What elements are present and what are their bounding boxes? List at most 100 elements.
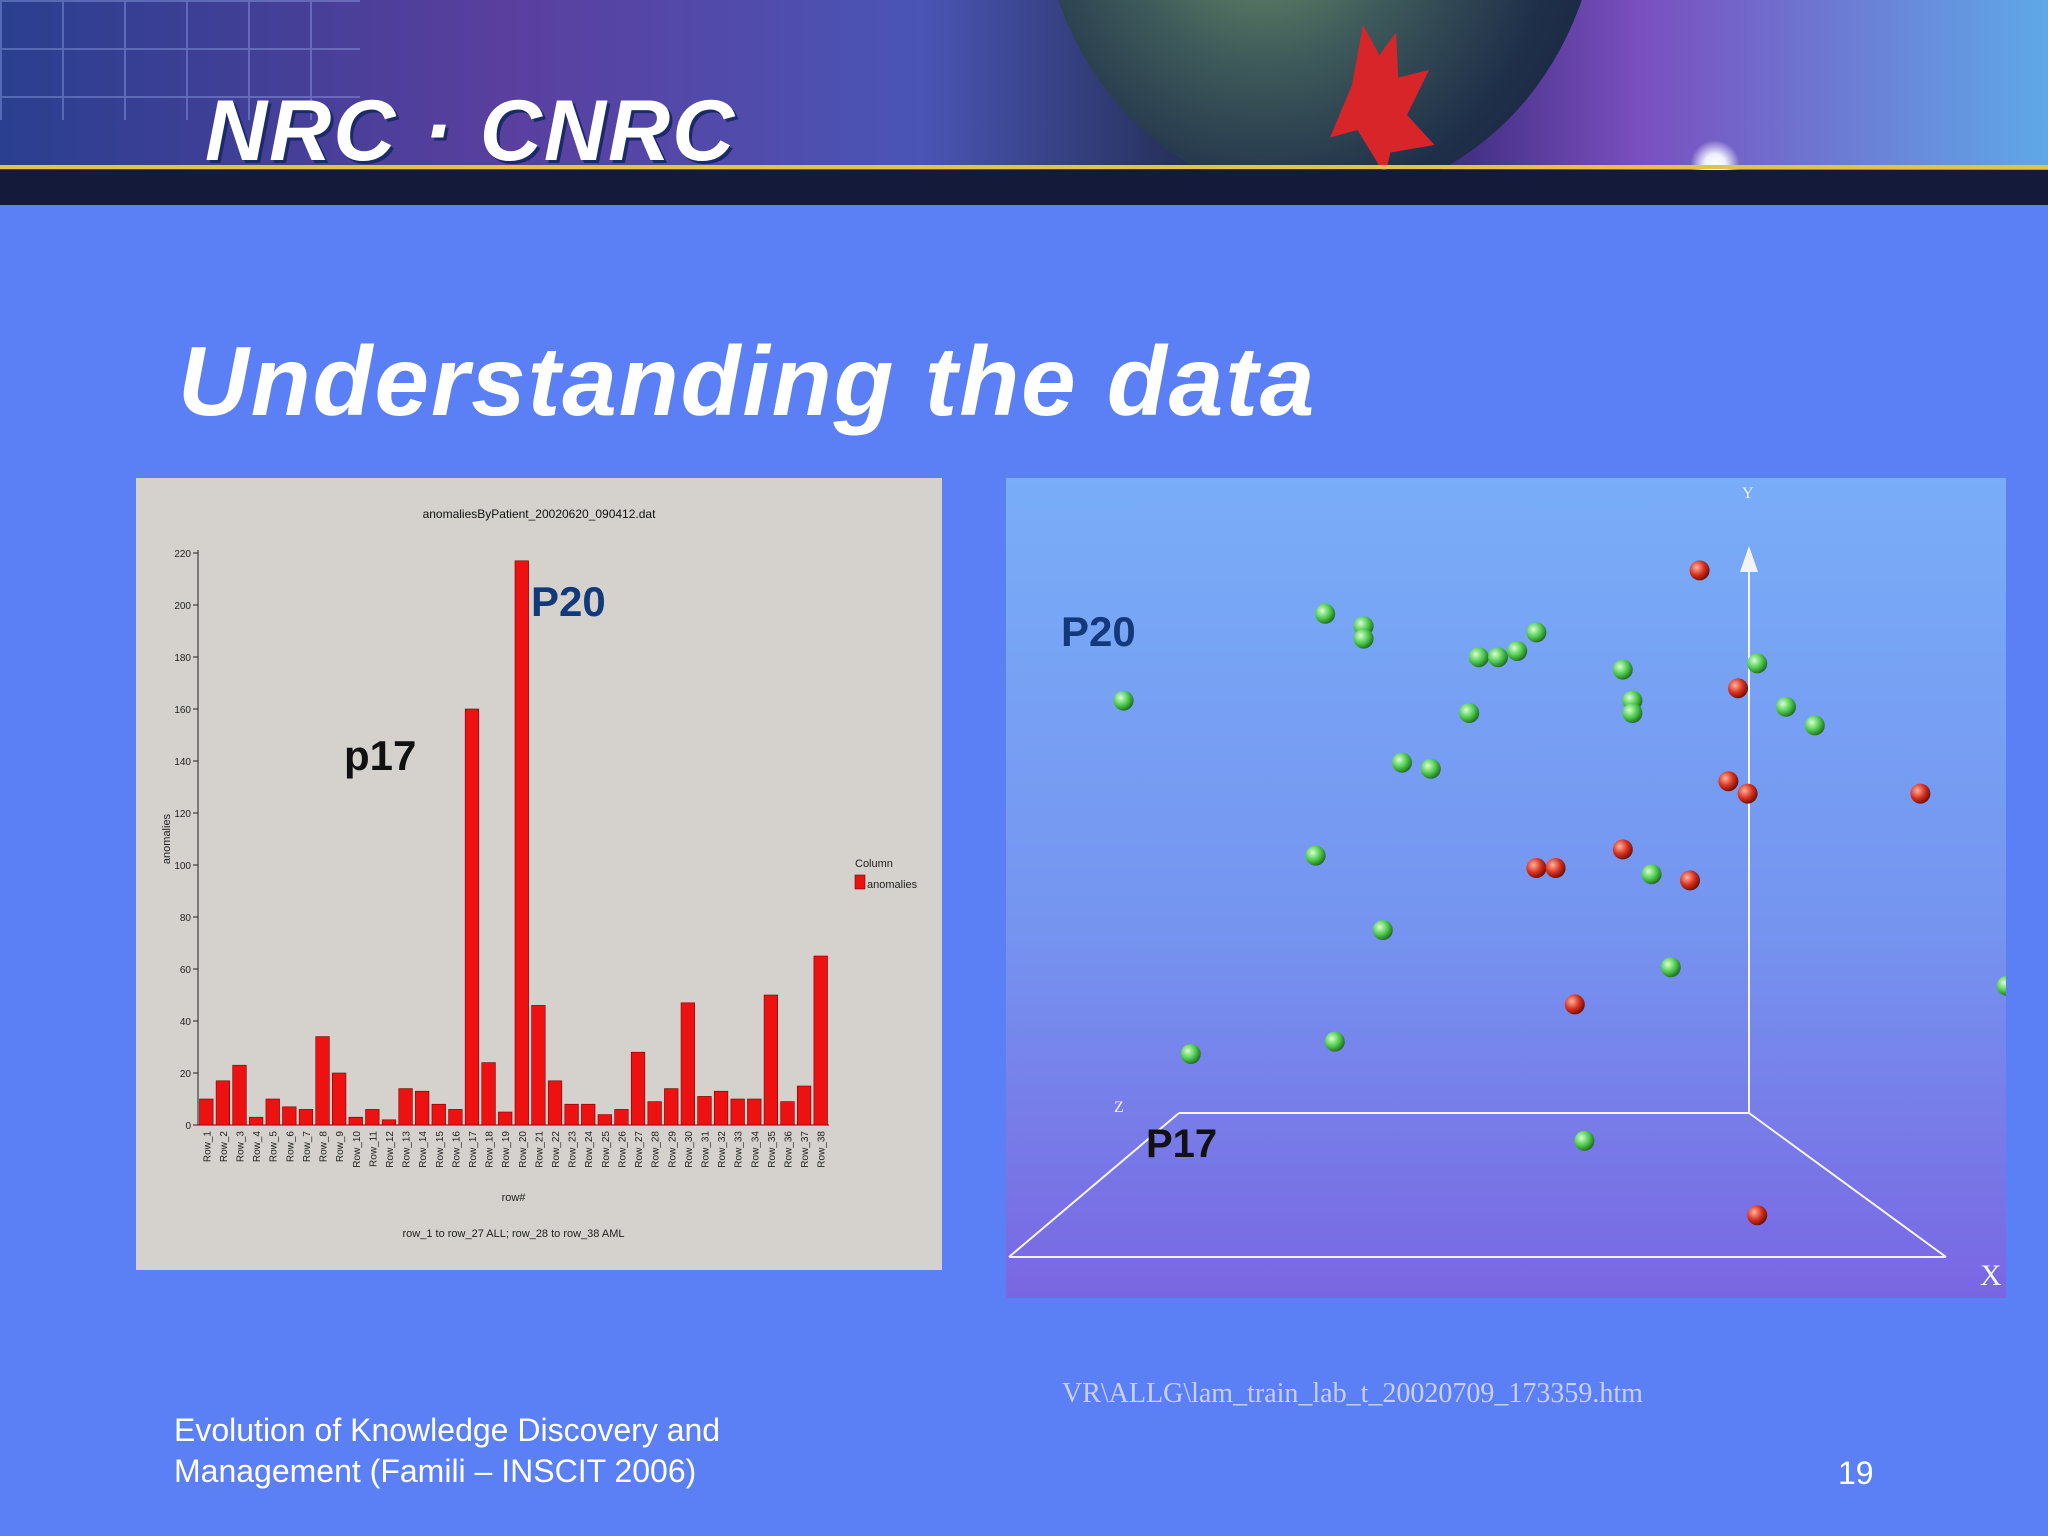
x-tick-label: Row_34 (750, 1131, 761, 1168)
green-point (1996, 975, 2006, 996)
x-tick-label: Row_38 (817, 1131, 828, 1168)
red-point (1737, 783, 1758, 804)
bar (564, 1103, 579, 1126)
x-tick-label: Row_25 (601, 1131, 612, 1168)
y-tick-label: 160 (174, 705, 191, 716)
x-tick-label: Row_13 (402, 1131, 413, 1168)
x-tick-label: Row_30 (684, 1131, 695, 1168)
green-point (1392, 752, 1412, 773)
bar (249, 1116, 264, 1126)
x-tick-label: Row_26 (617, 1131, 628, 1168)
red-point (1545, 858, 1566, 878)
green-point (1315, 603, 1336, 624)
legend-entry: anomalies (867, 879, 918, 891)
x-tick-label: Row_16 (451, 1131, 462, 1168)
x-tick-label: Row_9 (335, 1131, 346, 1163)
bar (647, 1101, 662, 1126)
x-tick-label: Row_1 (202, 1131, 213, 1163)
x-tick-label: Row_31 (700, 1131, 711, 1168)
bar (697, 1096, 712, 1126)
red-point (1718, 771, 1739, 792)
bar (680, 1002, 695, 1126)
bar (514, 560, 529, 1126)
bar-chart-panel: anomaliesByPatient_20020620_090412.dat 0 2… (136, 478, 942, 1270)
bar (713, 1090, 729, 1126)
bar (232, 1064, 247, 1126)
y-tick-label: 180 (174, 653, 191, 664)
p17-point-label: P17 (1146, 1122, 1218, 1166)
legend-swatch (854, 874, 866, 890)
green-point (1488, 647, 1508, 668)
scatter-3d-panel: X Y Z P20 P17 (1006, 478, 2006, 1298)
bar (763, 994, 778, 1126)
y-tick-label: 0 (185, 1121, 191, 1132)
y-tick-label: 140 (174, 757, 191, 768)
green-point (1526, 622, 1547, 643)
x-tick-label: Row_5 (269, 1131, 280, 1163)
bar (531, 1005, 546, 1126)
y-tick-label: 20 (180, 1069, 192, 1080)
green-point (1305, 845, 1326, 866)
y-tick-label: 120 (174, 809, 191, 820)
green-point (1747, 653, 1768, 674)
green-point (1420, 758, 1441, 779)
x-tick-label: Row_28 (651, 1131, 662, 1168)
y-axis-label: anomalies (161, 813, 173, 864)
footer-file-link[interactable]: VR\ALLG\lam_train_lab_t_20020709_173359.… (1062, 1378, 1643, 1409)
page-number: 19 (1838, 1455, 1874, 1491)
z-axis-label: Z (1114, 1099, 1124, 1116)
red-point (1689, 560, 1710, 581)
bar (614, 1109, 629, 1126)
bar (365, 1109, 380, 1126)
green-point (1507, 641, 1528, 661)
red-point (1680, 870, 1700, 891)
bar (498, 1111, 513, 1126)
y-axis-label: Y (1742, 485, 1754, 502)
x-tick-label: Row_17 (468, 1131, 479, 1168)
slide-title: Understanding the data (178, 326, 1317, 436)
red-point (1910, 783, 1931, 804)
green-point (1468, 647, 1489, 668)
bar (730, 1098, 745, 1126)
chart-title: anomaliesByPatient_20020620_090412.dat (423, 507, 657, 521)
bar-chart: anomaliesByPatient_20020620_090412.dat 0 2… (161, 507, 918, 1240)
y-tick-label: 60 (180, 965, 192, 976)
bar (282, 1106, 297, 1126)
bar (481, 1062, 496, 1126)
x-tick-label: Row_37 (800, 1131, 811, 1168)
bar (813, 955, 828, 1126)
bar (581, 1103, 596, 1126)
x-axis-label: row# (502, 1192, 527, 1204)
bar (298, 1109, 314, 1126)
bar (547, 1080, 563, 1126)
x-tick-label: Row_10 (352, 1131, 363, 1168)
x-tick-label: Row_11 (368, 1131, 379, 1167)
x-tick-label: Row_7 (302, 1131, 313, 1163)
bar (199, 1098, 214, 1126)
y-tick-label: 220 (174, 549, 191, 560)
x-tick-label: Row_27 (634, 1131, 645, 1168)
scatter-3d-chart: X Y Z (1008, 485, 2006, 1292)
green-point (1113, 690, 1134, 711)
x-tick-label: Row_24 (584, 1131, 595, 1168)
red-point (1612, 839, 1633, 860)
legend-title: Column (855, 858, 893, 870)
x-tick-label: Row_18 (485, 1131, 496, 1168)
p20-annotation: P20 (531, 578, 606, 625)
x-tick-label: Row_36 (783, 1131, 794, 1168)
p20-point-label: P20 (1061, 608, 1136, 655)
periodic-table-graphic (0, 0, 360, 120)
x-tick-label: Row_3 (236, 1131, 247, 1163)
green-point (1372, 920, 1393, 940)
bar (315, 1036, 330, 1126)
navy-stripe (0, 170, 2048, 205)
green-point (1324, 1031, 1345, 1052)
bar (464, 708, 480, 1126)
bar (381, 1119, 397, 1126)
x-tick-label: Row_35 (767, 1131, 778, 1168)
y-axis-arrow (1740, 546, 1758, 572)
green-point (1353, 628, 1374, 649)
green-point (1459, 703, 1480, 723)
green-point (1804, 715, 1825, 736)
floor-right-edge (1748, 1112, 1947, 1258)
